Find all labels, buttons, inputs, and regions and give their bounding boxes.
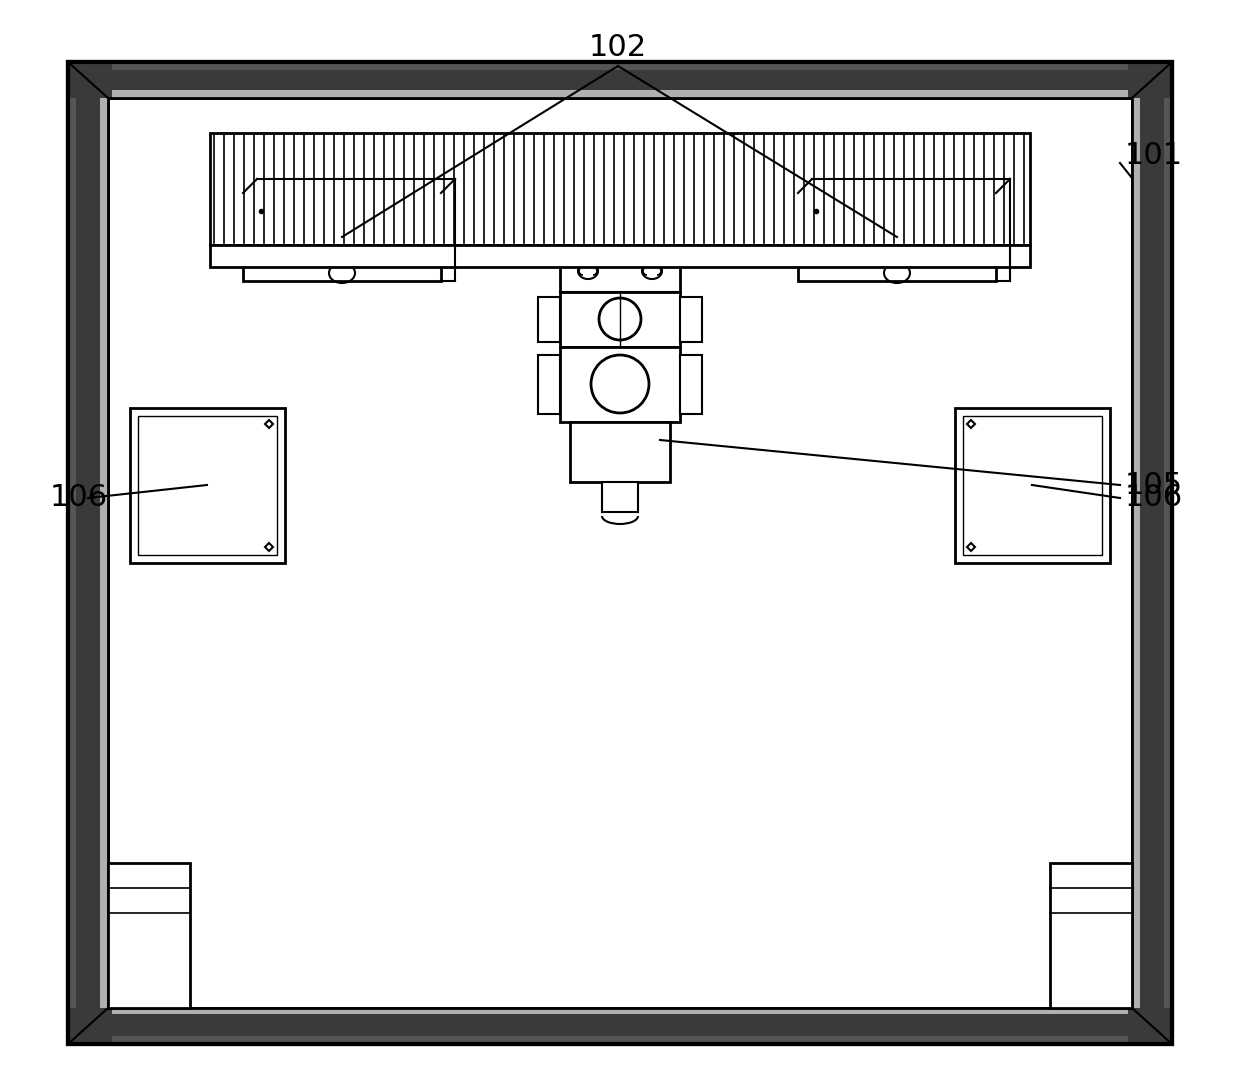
Bar [1164,64,1171,1041]
Bar [68,1008,108,1044]
Bar [112,90,1128,98]
Bar [243,193,441,281]
Bar [601,482,639,512]
Bar [560,250,680,292]
Text: 105: 105 [1125,470,1183,500]
Bar [210,245,1030,267]
Bar [112,1036,1128,1041]
Bar [130,408,285,563]
Text: 102: 102 [589,34,647,63]
Bar [68,62,1172,1044]
Text: 106: 106 [1125,483,1183,513]
Bar [68,62,108,1044]
Bar [108,863,190,1008]
Bar [538,355,560,414]
Bar [680,296,702,342]
Bar [1050,863,1132,1008]
Bar [138,416,277,555]
Bar [799,193,996,281]
Bar [68,62,108,98]
Bar [112,1008,1128,1014]
Bar [210,132,1030,245]
Text: 101: 101 [1125,140,1183,169]
Bar [69,64,76,1041]
Bar [538,296,560,342]
Bar [108,98,1132,1008]
Bar [955,408,1110,563]
Bar [1132,1008,1172,1044]
Bar [570,422,670,482]
Bar [100,66,108,1040]
Bar [808,203,986,263]
Bar [68,62,1172,1044]
Bar [68,62,1172,1044]
Bar [1132,66,1140,1040]
Bar [560,292,680,348]
Bar [680,355,702,414]
Bar [963,416,1102,555]
Bar [560,348,680,422]
Bar [108,98,1132,1008]
Bar [253,203,432,263]
Bar [1132,62,1172,1044]
Bar [110,100,1130,1006]
Bar [108,62,1132,98]
Bar [1132,62,1172,98]
Text: 106: 106 [50,483,108,513]
Bar [112,64,1128,70]
Bar [108,1008,1132,1044]
